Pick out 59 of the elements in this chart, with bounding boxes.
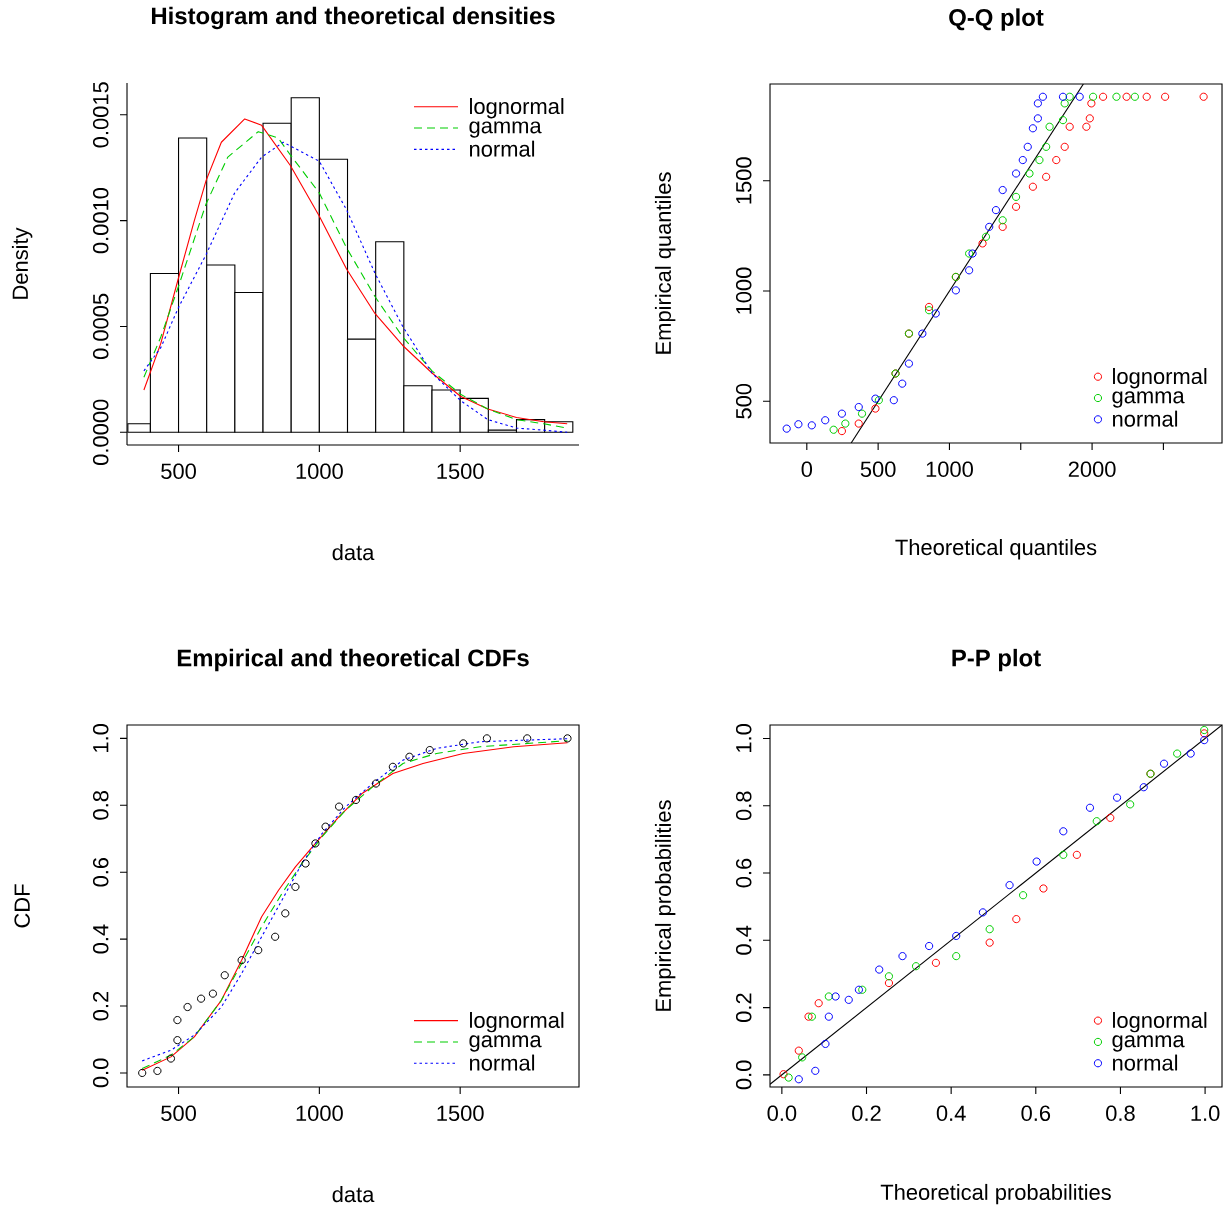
y-tick-label: 0.6 xyxy=(92,857,109,887)
x-axis-title: Theoretical probabilities xyxy=(880,1183,1111,1205)
y-tick-label: 1500 xyxy=(735,157,752,204)
legend-label: lognormal xyxy=(1113,1011,1207,1033)
y-axis-title: Density xyxy=(11,227,33,299)
y-tick-label: 1.0 xyxy=(92,723,109,752)
x-tick-label: 1.0 xyxy=(1191,1105,1220,1122)
y-tick-label: 0.0 xyxy=(735,1060,752,1090)
x-tick-label: 500 xyxy=(161,1105,196,1122)
y-tick-label: 0.2 xyxy=(92,991,109,1021)
legend-label: gamma xyxy=(469,1035,542,1052)
x-tick-label: 0 xyxy=(801,461,813,478)
chart-title: Q-Q plot xyxy=(949,8,1044,31)
y-tick-label: 1000 xyxy=(735,267,752,314)
x-axis-title: data xyxy=(332,1186,375,1203)
x-tick-label: 1500 xyxy=(437,1105,484,1122)
y-tick-label: 0.0 xyxy=(92,1058,109,1088)
legend-label: lognormal xyxy=(470,1011,564,1033)
legend-label: gamma xyxy=(1112,1035,1185,1052)
y-tick-label: 1.0 xyxy=(735,724,752,752)
y-axis-title: Empirical quantiles xyxy=(654,172,676,354)
y-tick-label: 0.8 xyxy=(735,791,752,821)
y-tick-label: 0.8 xyxy=(92,791,109,820)
y-tick-label: 0.0015 xyxy=(92,82,109,148)
x-tick-label: 0.8 xyxy=(1106,1105,1135,1122)
y-tick-label: 0.4 xyxy=(735,925,752,955)
y-tick-label: 0.2 xyxy=(735,993,752,1022)
x-axis-title: Theoretical quantiles xyxy=(895,539,1097,560)
x-tick-label: 1000 xyxy=(296,463,343,480)
y-axis-title: Empirical probabilities xyxy=(654,800,676,1011)
chart-title: P-P plot xyxy=(952,648,1041,672)
legend-label: normal xyxy=(1113,1054,1178,1071)
legend-label: lognormal xyxy=(470,98,564,119)
x-tick-label: 0.4 xyxy=(936,1105,966,1122)
legend-label: normal xyxy=(470,1054,535,1071)
x-axis-title: data xyxy=(332,544,375,561)
x-tick-label: 1000 xyxy=(926,461,973,478)
y-tick-label: 0.4 xyxy=(92,924,109,954)
legend-label: gamma xyxy=(469,121,542,138)
x-tick-label: 500 xyxy=(860,461,896,478)
y-tick-label: 0.0005 xyxy=(92,293,109,360)
y-tick-label: 0.6 xyxy=(735,858,752,888)
x-tick-label: 1000 xyxy=(296,1105,343,1122)
x-tick-label: 500 xyxy=(161,463,196,480)
y-tick-label: 500 xyxy=(735,383,752,419)
chart-title: Empirical and theoretical CDFs xyxy=(177,648,529,672)
legend-label: normal xyxy=(470,140,535,157)
x-tick-label: 0.2 xyxy=(852,1105,881,1122)
y-tick-label: 0.0000 xyxy=(92,399,109,465)
chart-title: Histogram and theoretical densities xyxy=(151,6,555,30)
x-tick-label: 2000 xyxy=(1068,461,1116,478)
legend-label: lognormal xyxy=(1113,368,1207,389)
x-tick-label: 1500 xyxy=(437,463,484,480)
x-tick-label: 0.6 xyxy=(1021,1105,1051,1122)
y-tick-label: 0.0010 xyxy=(92,187,109,254)
x-tick-label: 0.0 xyxy=(767,1105,797,1122)
legend-label: normal xyxy=(1113,410,1178,427)
y-axis-title: CDF xyxy=(14,884,30,928)
legend-label: gamma xyxy=(1112,391,1185,408)
